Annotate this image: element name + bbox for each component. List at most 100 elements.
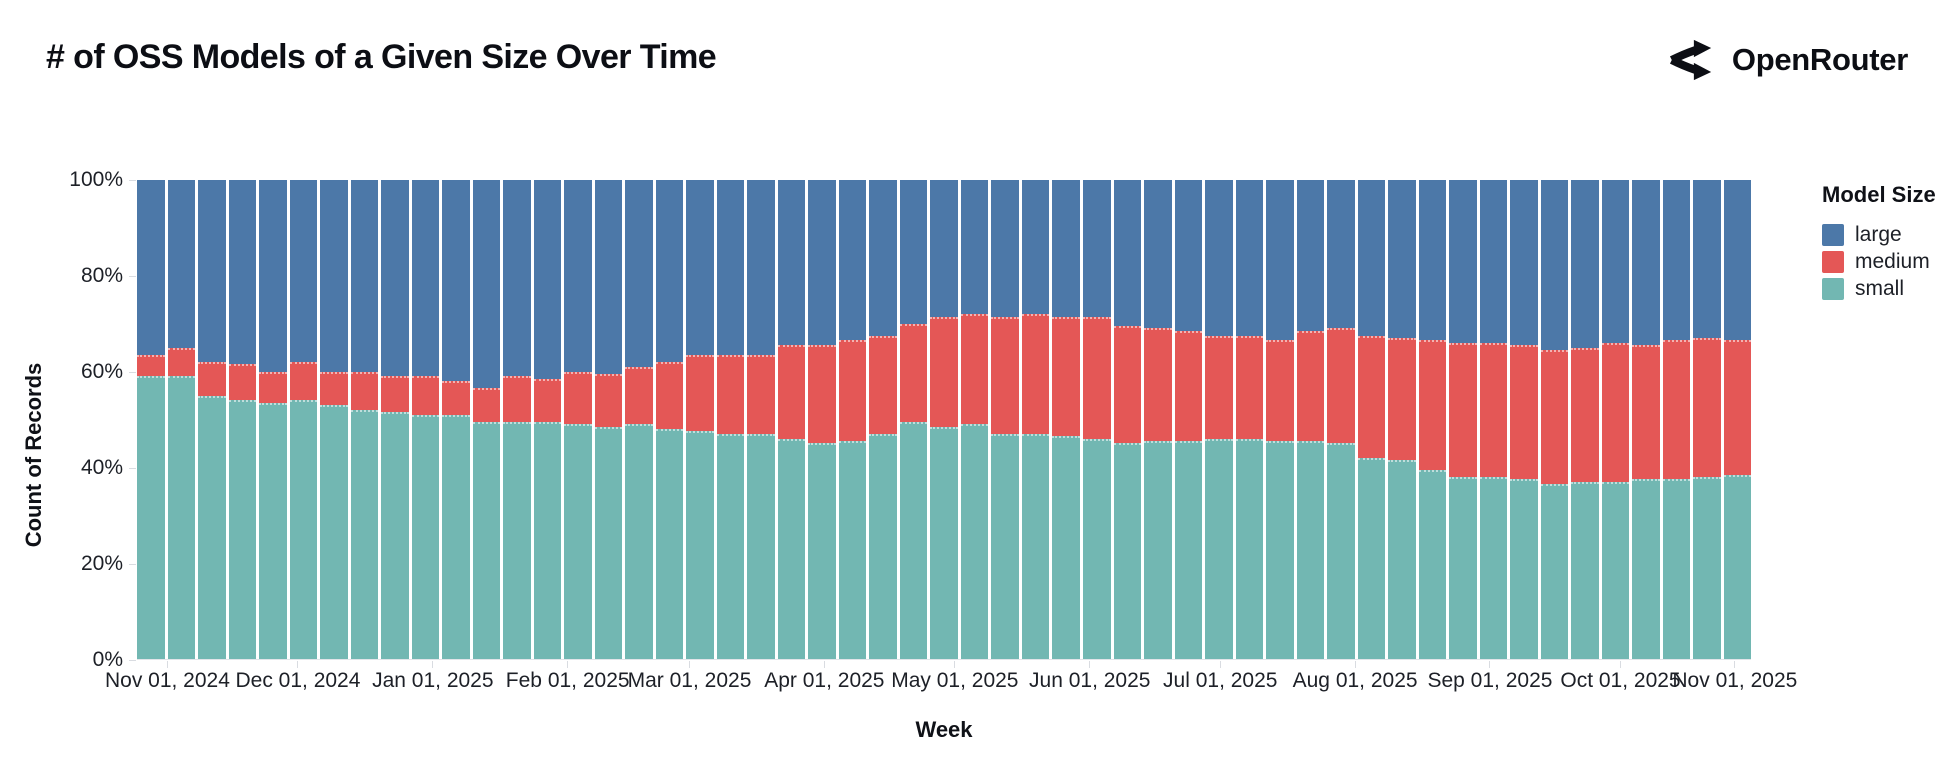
bar-column[interactable] bbox=[1418, 180, 1447, 659]
bar-segment-small[interactable] bbox=[1479, 476, 1508, 659]
bar-segment-medium[interactable] bbox=[1296, 330, 1325, 442]
bar-segment-large[interactable] bbox=[381, 180, 409, 377]
bar-segment-large[interactable] bbox=[1723, 180, 1752, 341]
bar-segment-small[interactable] bbox=[716, 433, 745, 659]
bar-segment-small[interactable] bbox=[259, 402, 287, 659]
bar-segment-large[interactable] bbox=[1052, 180, 1080, 317]
bar-segment-small[interactable] bbox=[198, 395, 226, 659]
bar-column[interactable] bbox=[1632, 180, 1660, 659]
bar-segment-large[interactable] bbox=[655, 180, 684, 363]
bar-column[interactable] bbox=[381, 180, 409, 659]
bar-segment-medium[interactable] bbox=[930, 316, 958, 427]
bar-segment-large[interactable] bbox=[472, 180, 501, 389]
bar-segment-small[interactable] bbox=[930, 426, 958, 659]
bar-segment-small[interactable] bbox=[1540, 484, 1569, 659]
bar-segment-medium[interactable] bbox=[1723, 340, 1752, 475]
bar-segment-small[interactable] bbox=[1723, 474, 1752, 659]
bar-segment-medium[interactable] bbox=[1021, 314, 1050, 434]
bar-segment-medium[interactable] bbox=[1082, 316, 1111, 439]
bar-column[interactable] bbox=[1113, 180, 1142, 659]
bar-segment-medium[interactable] bbox=[381, 376, 409, 413]
bar-segment-small[interactable] bbox=[777, 438, 806, 659]
bar-segment-large[interactable] bbox=[503, 180, 531, 377]
bar-segment-small[interactable] bbox=[350, 409, 379, 659]
bar-segment-large[interactable] bbox=[625, 180, 653, 367]
bar-segment-large[interactable] bbox=[1082, 180, 1111, 317]
bar-column[interactable] bbox=[1510, 180, 1538, 659]
bar-segment-medium[interactable] bbox=[472, 388, 501, 422]
bar-segment-medium[interactable] bbox=[1327, 328, 1355, 444]
bar-segment-large[interactable] bbox=[1144, 180, 1172, 329]
bar-segment-medium[interactable] bbox=[320, 371, 348, 406]
bar-segment-large[interactable] bbox=[1601, 180, 1630, 343]
bar-segment-medium[interactable] bbox=[686, 354, 714, 432]
bar-segment-small[interactable] bbox=[1266, 441, 1294, 659]
bar-segment-medium[interactable] bbox=[625, 366, 653, 425]
bar-column[interactable] bbox=[594, 180, 623, 659]
bar-column[interactable] bbox=[137, 180, 165, 659]
bar-segment-large[interactable] bbox=[899, 180, 928, 324]
bar-column[interactable] bbox=[533, 180, 562, 659]
bar-column[interactable] bbox=[1235, 180, 1264, 659]
bar-segment-small[interactable] bbox=[869, 433, 897, 659]
bar-segment-small[interactable] bbox=[381, 412, 409, 659]
bar-column[interactable] bbox=[564, 180, 592, 659]
bar-segment-small[interactable] bbox=[228, 400, 257, 659]
bar-segment-small[interactable] bbox=[1174, 441, 1203, 659]
bar-segment-medium[interactable] bbox=[1540, 350, 1569, 485]
bar-segment-medium[interactable] bbox=[1205, 335, 1233, 439]
bar-column[interactable] bbox=[869, 180, 897, 659]
bar-segment-medium[interactable] bbox=[350, 371, 379, 410]
bar-segment-medium[interactable] bbox=[1449, 342, 1477, 477]
bar-segment-medium[interactable] bbox=[533, 378, 562, 422]
bar-segment-large[interactable] bbox=[1327, 180, 1355, 329]
bar-segment-large[interactable] bbox=[198, 180, 226, 363]
bar-column[interactable] bbox=[1296, 180, 1325, 659]
bar-segment-small[interactable] bbox=[838, 441, 867, 659]
bar-segment-small[interactable] bbox=[1052, 436, 1080, 659]
bar-segment-large[interactable] bbox=[960, 180, 989, 315]
bar-segment-medium[interactable] bbox=[137, 354, 165, 377]
bar-column[interactable] bbox=[991, 180, 1019, 659]
bar-segment-small[interactable] bbox=[808, 443, 836, 659]
bar-segment-large[interactable] bbox=[1266, 180, 1294, 341]
bar-segment-small[interactable] bbox=[1296, 441, 1325, 659]
bar-segment-medium[interactable] bbox=[1357, 335, 1386, 458]
bar-column[interactable] bbox=[625, 180, 653, 659]
bar-segment-large[interactable] bbox=[1632, 180, 1660, 346]
bar-segment-medium[interactable] bbox=[655, 362, 684, 430]
bar-segment-large[interactable] bbox=[1205, 180, 1233, 336]
bar-column[interactable] bbox=[1479, 180, 1508, 659]
bar-segment-medium[interactable] bbox=[594, 373, 623, 427]
bar-segment-large[interactable] bbox=[1662, 180, 1691, 341]
bar-column[interactable] bbox=[503, 180, 531, 659]
bar-segment-small[interactable] bbox=[472, 421, 501, 659]
bar-column[interactable] bbox=[198, 180, 226, 659]
bar-column[interactable] bbox=[1449, 180, 1477, 659]
bar-segment-small[interactable] bbox=[1571, 481, 1599, 659]
bar-column[interactable] bbox=[960, 180, 989, 659]
bar-segment-medium[interactable] bbox=[1388, 338, 1416, 461]
bar-segment-medium[interactable] bbox=[1235, 335, 1264, 439]
bar-segment-large[interactable] bbox=[1571, 180, 1599, 348]
bar-segment-small[interactable] bbox=[625, 424, 653, 659]
bar-segment-large[interactable] bbox=[350, 180, 379, 372]
bar-column[interactable] bbox=[716, 180, 745, 659]
bar-segment-medium[interactable] bbox=[198, 362, 226, 396]
bar-segment-small[interactable] bbox=[747, 433, 775, 659]
bar-segment-large[interactable] bbox=[1021, 180, 1050, 315]
bar-column[interactable] bbox=[1601, 180, 1630, 659]
bar-segment-small[interactable] bbox=[686, 431, 714, 659]
bar-column[interactable] bbox=[838, 180, 867, 659]
bar-segment-large[interactable] bbox=[777, 180, 806, 346]
bar-segment-small[interactable] bbox=[1693, 476, 1721, 659]
bar-column[interactable] bbox=[1205, 180, 1233, 659]
bar-segment-medium[interactable] bbox=[503, 376, 531, 422]
bar-segment-large[interactable] bbox=[991, 180, 1019, 317]
bar-segment-large[interactable] bbox=[1296, 180, 1325, 331]
bar-segment-large[interactable] bbox=[716, 180, 745, 355]
bar-segment-small[interactable] bbox=[137, 376, 165, 659]
bar-column[interactable] bbox=[472, 180, 501, 659]
bar-column[interactable] bbox=[655, 180, 684, 659]
bar-segment-small[interactable] bbox=[533, 421, 562, 659]
